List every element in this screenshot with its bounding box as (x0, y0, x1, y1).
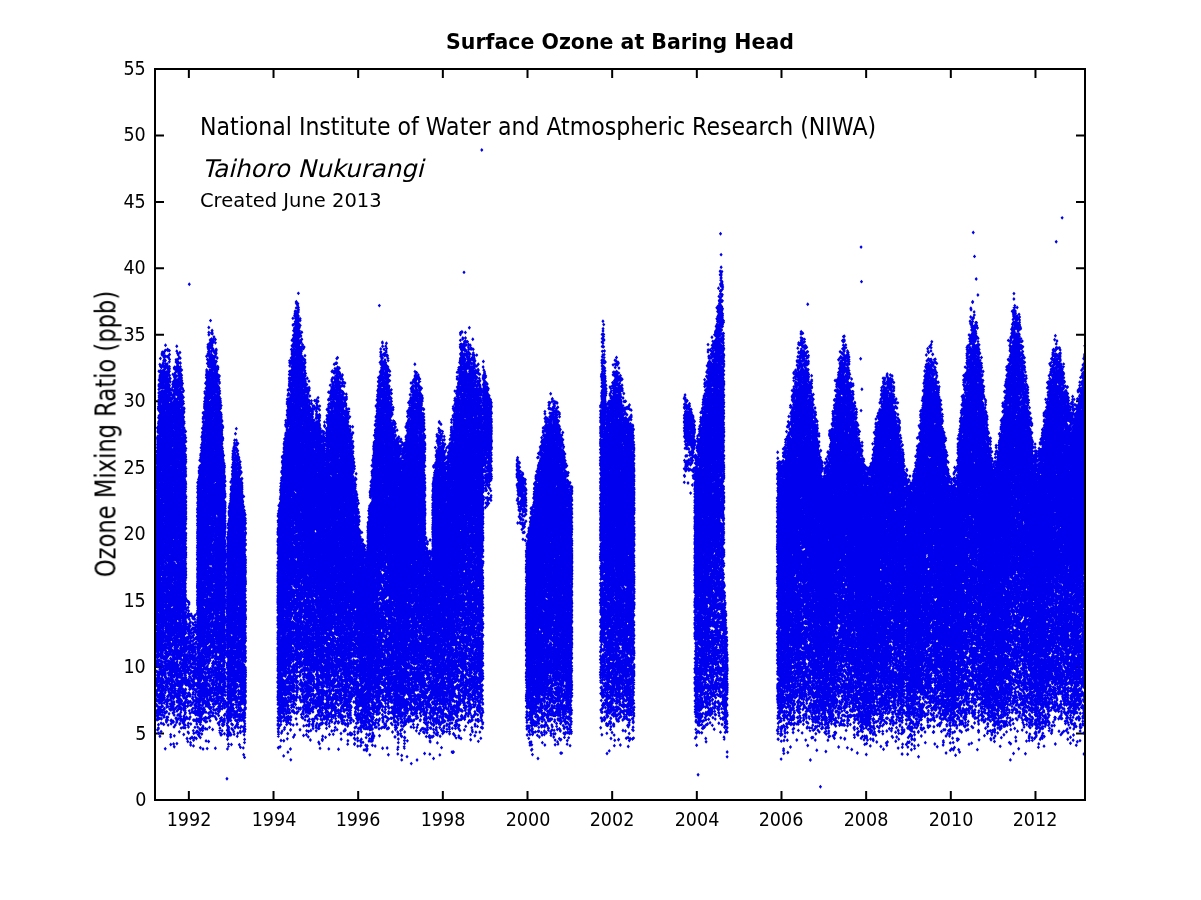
x-tick-label: 1992 (167, 810, 212, 830)
x-tick-label: 2012 (1013, 810, 1058, 830)
y-tick-label: 0 (135, 790, 146, 810)
y-tick-label: 40 (123, 259, 145, 279)
x-tick-label: 1998 (421, 810, 466, 830)
x-tick-label: 2006 (759, 810, 804, 830)
annotation-created: Created June 2013 (200, 191, 382, 211)
y-tick-label: 10 (123, 657, 145, 677)
x-tick-label: 2004 (674, 810, 719, 830)
x-tick-label: 2002 (590, 810, 635, 830)
x-tick-label: 2008 (844, 810, 889, 830)
x-tick-label: 2000 (505, 810, 550, 830)
y-tick-label: 25 (123, 458, 145, 478)
annotation-niwa: National Institute of Water and Atmosphe… (200, 115, 876, 140)
y-tick-label: 45 (123, 192, 145, 212)
y-tick-label: 35 (123, 325, 145, 345)
y-tick-label: 15 (123, 591, 145, 611)
y-tick-label: 50 (123, 126, 145, 146)
figure: Surface Ozone at Baring Head National In… (0, 0, 1201, 900)
y-tick-label: 20 (123, 524, 145, 544)
x-tick-label: 2010 (928, 810, 973, 830)
y-axis-label: Ozone Mixing Ratio (ppb) (92, 291, 121, 577)
y-tick-label: 55 (123, 59, 145, 79)
x-tick-label: 1994 (251, 810, 296, 830)
chart-title: Surface Ozone at Baring Head (446, 32, 794, 53)
y-tick-label: 30 (123, 392, 145, 412)
y-tick-label: 5 (135, 724, 146, 744)
annotation-taihoro: Taihoro Nukurangi (202, 157, 423, 182)
x-tick-label: 1996 (336, 810, 381, 830)
